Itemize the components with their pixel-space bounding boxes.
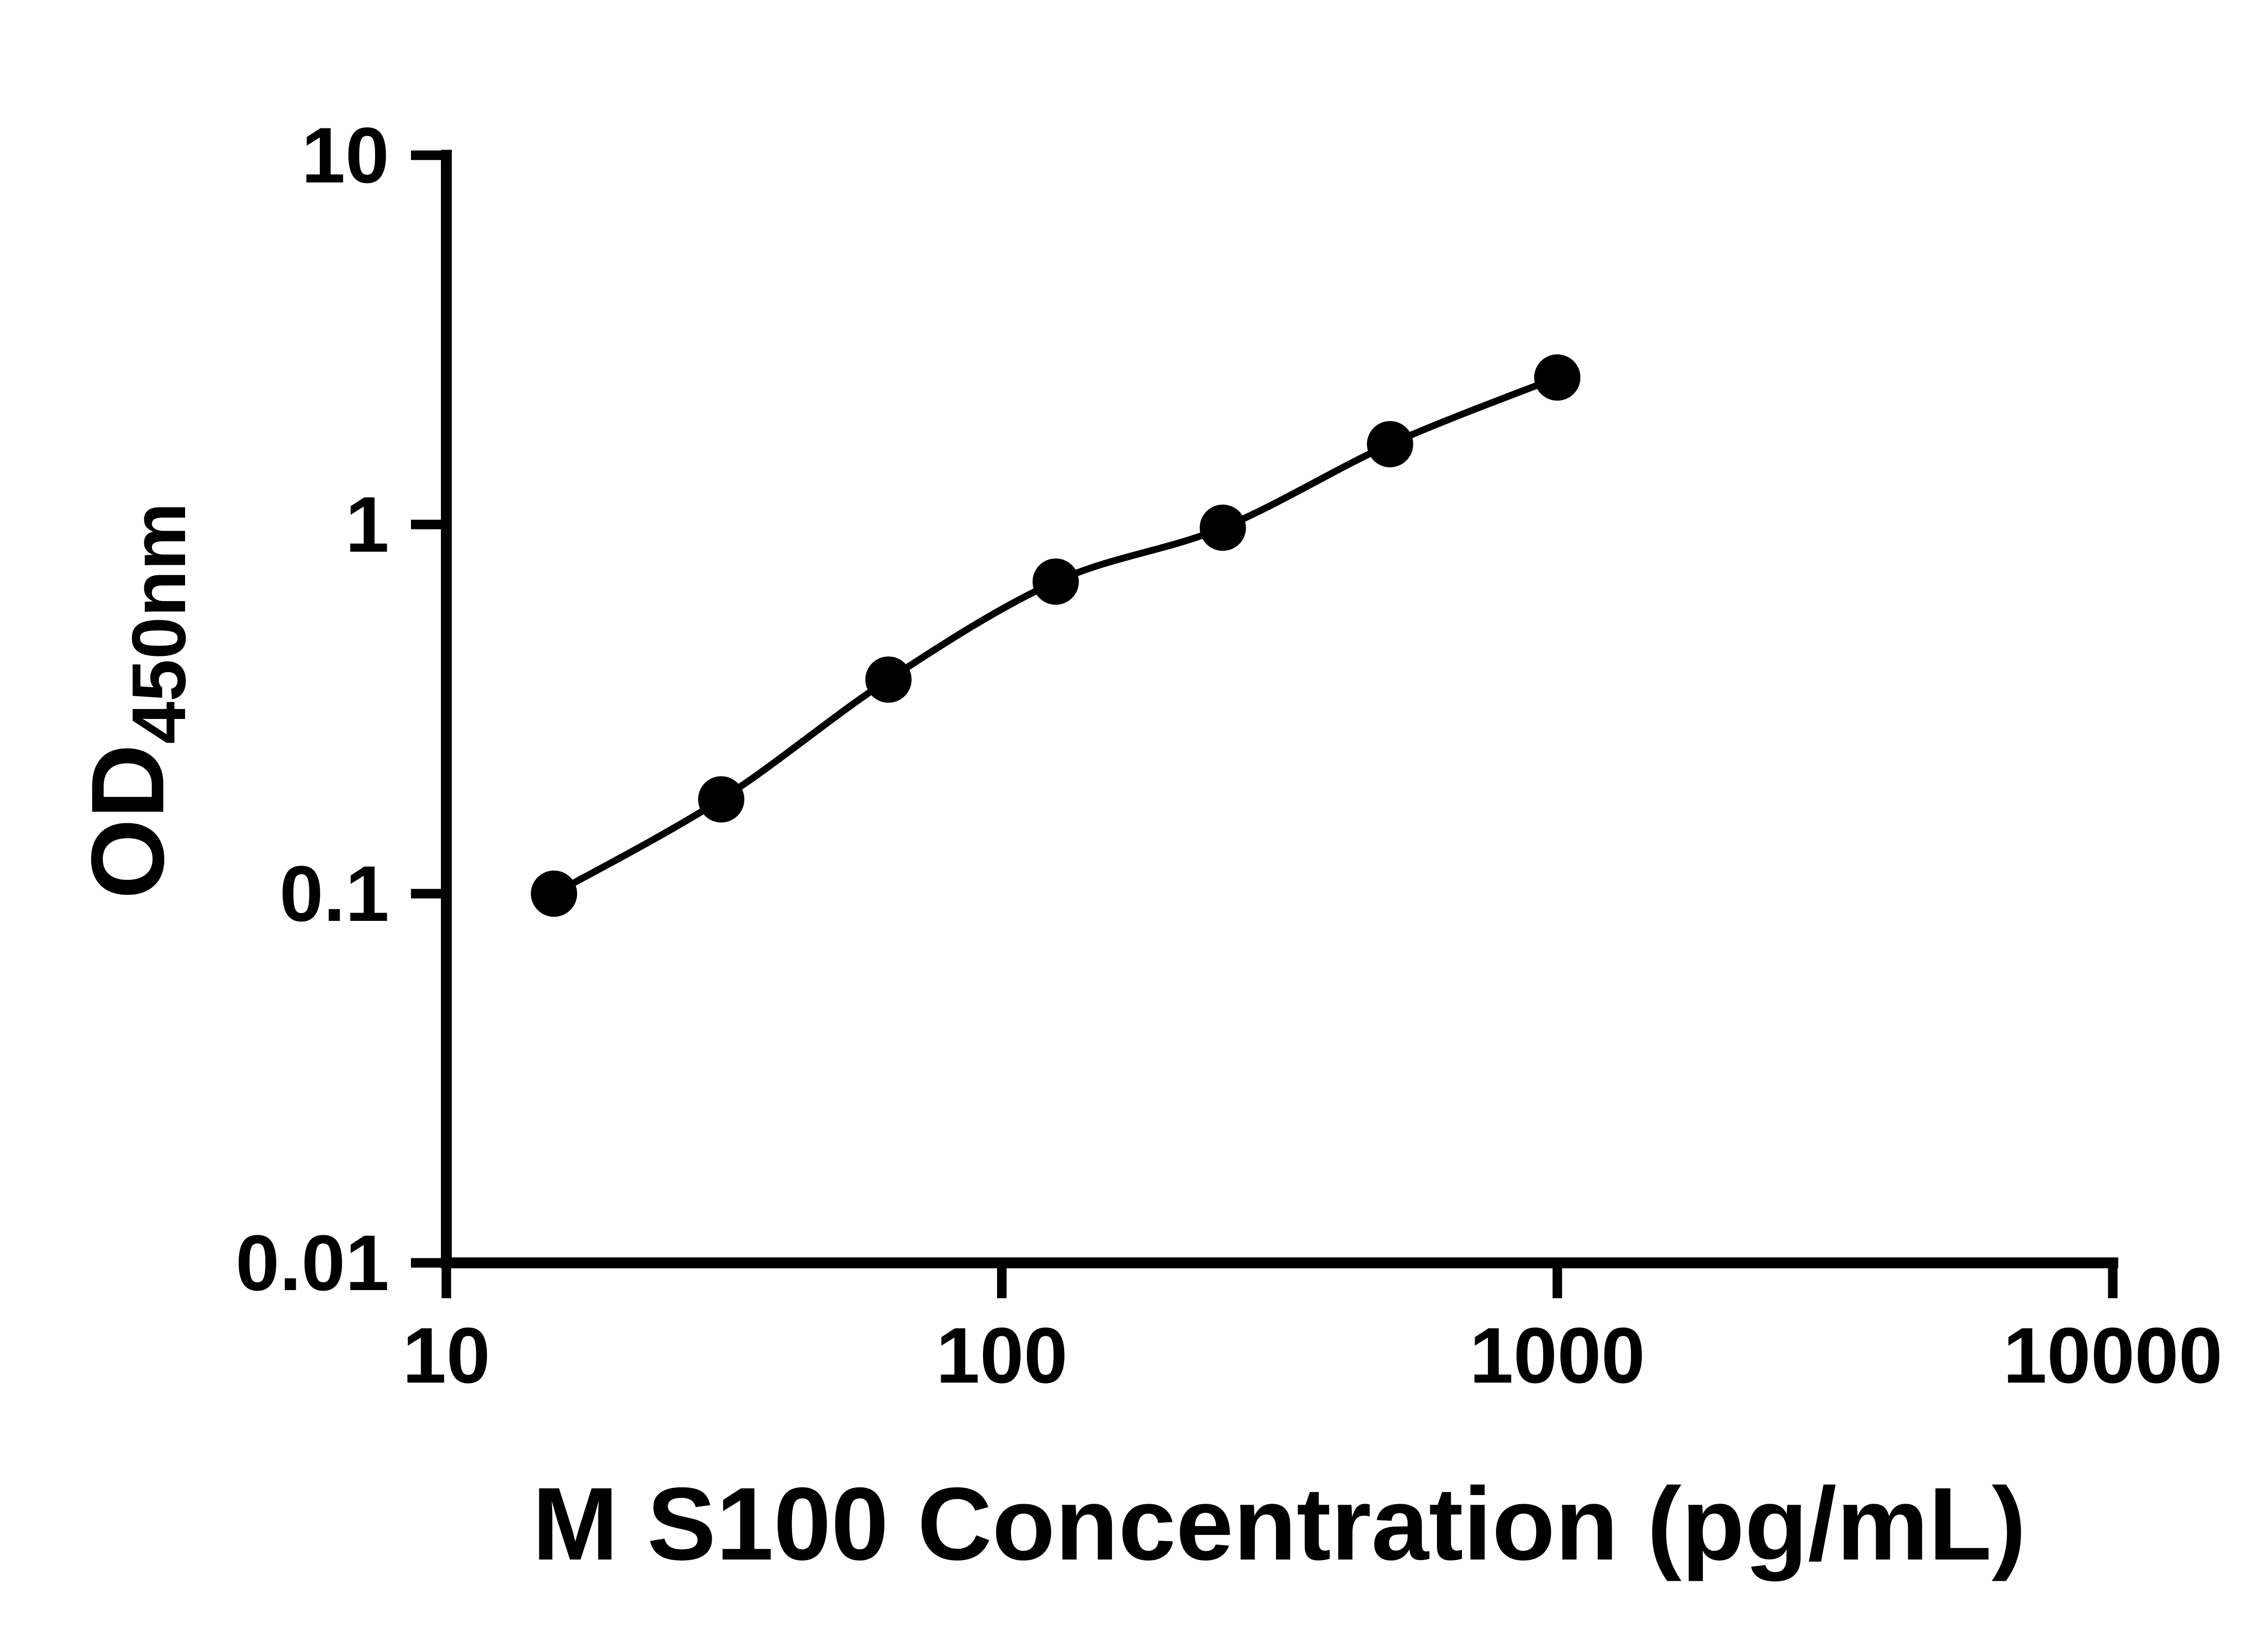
- data-point: [531, 870, 577, 917]
- data-point: [1367, 421, 1413, 468]
- data-point: [865, 656, 912, 703]
- x-tick-label: 1000: [1470, 1311, 1645, 1399]
- y-tick-label: 10: [301, 111, 389, 199]
- y-tick-label: 1: [345, 480, 389, 568]
- x-axis-title: M S100 Concentration (pg/mL): [532, 1467, 2026, 1582]
- data-point: [1534, 354, 1581, 401]
- y-axis-title-subscript: 450nm: [116, 503, 201, 744]
- y-tick-label: 0.01: [235, 1218, 389, 1307]
- x-tick-label: 10: [402, 1311, 490, 1399]
- x-tick-label: 100: [936, 1311, 1067, 1399]
- plot-area: 10 100 1000 10000 10 1 0.1 0.01: [235, 111, 2222, 1399]
- y-axis-title-main: OD: [70, 744, 186, 899]
- data-point: [1199, 504, 1246, 551]
- y-axis-title: OD450nm: [70, 503, 201, 899]
- axis-lines: [441, 150, 2118, 1268]
- y-tick-label: 0.1: [279, 849, 389, 938]
- data-point: [698, 776, 744, 823]
- data-point: [1032, 558, 1079, 605]
- x-tick-label: 10000: [2003, 1311, 2223, 1399]
